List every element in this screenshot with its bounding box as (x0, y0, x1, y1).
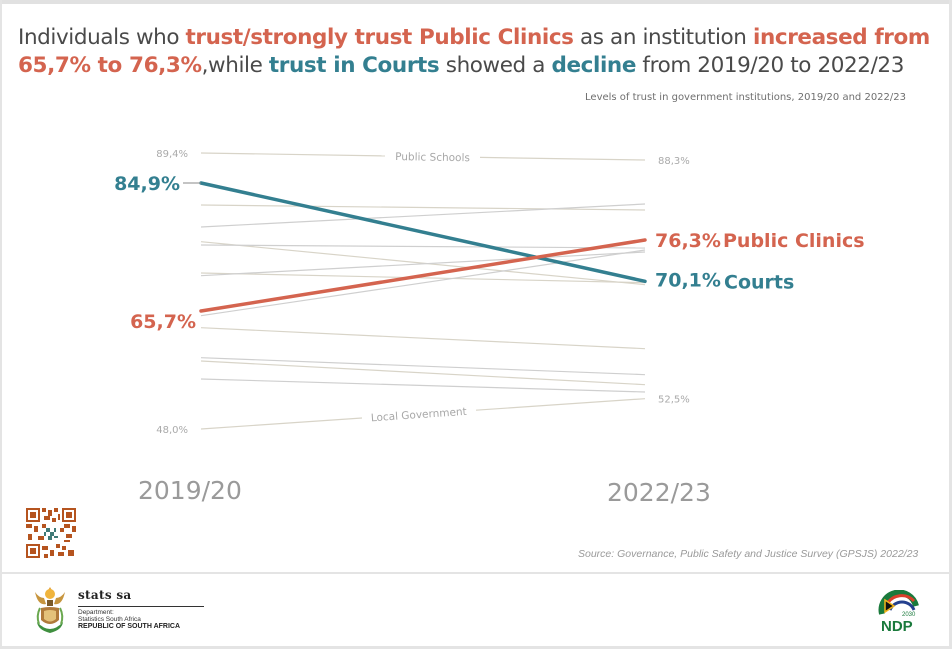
start-value-label-public-clinics: 65,7% (130, 311, 196, 333)
series-line-local-government (200, 417, 363, 430)
value-labels: Public Schools 89,4% 88,3% Local Government… (114, 149, 864, 436)
ndp-2030-logo-icon[interactable]: 2030 NDP (878, 590, 920, 634)
series-line-institution-13 (200, 360, 646, 386)
series-line-institution-11 (200, 327, 646, 350)
series-line-public-schools (200, 152, 386, 157)
series-line-institution-5 (200, 241, 646, 286)
start-value-label-public-schools: 89,4% (156, 149, 188, 160)
series-label-local-government: Local Government (370, 406, 467, 425)
headline-highlight-clinics: trust/strongly trust Public Clinics (185, 25, 574, 50)
series-line-institution-3 (200, 204, 646, 211)
x-tick-label-start: 2019/20 (138, 476, 242, 505)
stats-sa-wordmark: stats sa (78, 588, 132, 602)
bottom-border (0, 646, 952, 649)
headline-text: showed a (439, 53, 552, 78)
source-note: Source: Governance, Public Safety and Ju… (578, 548, 919, 560)
right-border (949, 0, 952, 649)
series-line-public-clinics (199, 238, 647, 313)
series-name-label-courts: Courts (724, 271, 794, 293)
left-border (0, 0, 2, 649)
start-value-label-courts: 84,9% (114, 173, 180, 195)
series-name-label-public-clinics: Public Clinics (723, 230, 865, 252)
headline-text: from 2019/20 to 2022/23 (636, 53, 904, 78)
end-value-label-public-schools: 88,3% (658, 156, 690, 167)
series-line-public-schools (479, 156, 646, 161)
series-line-institution-12 (200, 357, 646, 376)
logo-line-department: Department: (78, 609, 114, 616)
end-value-label-courts: 70,1% (655, 269, 721, 291)
series-line-local-government (475, 398, 646, 411)
chart-title: Levels of trust in government institutio… (585, 92, 906, 103)
logo-line-republic: REPUBLIC OF SOUTH AFRICA (78, 623, 181, 630)
series-label-public-schools: Public Schools (395, 151, 470, 164)
series-line-institution-8 (200, 251, 646, 277)
headline-text: Individuals who (18, 25, 186, 50)
ndp-year: 2030 (902, 612, 916, 618)
series-line-institution-14 (200, 378, 646, 393)
stats-sa-logo[interactable]: stats sa Department: Statistics South Af… (32, 584, 204, 638)
end-value-label-local-government: 52,5% (658, 395, 690, 406)
top-border (0, 0, 952, 4)
qr-code-icon[interactable] (26, 508, 76, 558)
ndp-text: NDP (881, 618, 913, 634)
headline-highlight-decline: decline (551, 53, 636, 78)
headline-text: ,while (201, 53, 269, 78)
background-lines (200, 152, 646, 430)
headline-highlight-courts: trust in Courts (268, 53, 440, 78)
series-line-institution-4 (200, 203, 646, 228)
series-line-institution-7 (200, 272, 646, 284)
footer-divider (0, 572, 952, 574)
logo-rule (78, 606, 204, 607)
x-tick-label-end: 2022/23 (607, 478, 711, 507)
logo-line-statssa: Statistics South Africa (78, 616, 141, 623)
headline-highlight-increase: increased from 65,7% to 76,3% (18, 25, 930, 78)
highlighted-lines (183, 181, 647, 313)
series-line-institution-10 (200, 249, 646, 317)
headline: Individuals who trust/strongly trust Pub… (18, 24, 938, 80)
series-line-institution-6 (200, 244, 646, 249)
headline-text: as an institution (573, 25, 753, 50)
coat-of-arms-icon (35, 587, 65, 633)
series-line-courts (199, 181, 647, 284)
end-value-label-public-clinics: 76,3% (655, 230, 721, 252)
start-value-label-local-government: 48,0% (156, 425, 188, 436)
